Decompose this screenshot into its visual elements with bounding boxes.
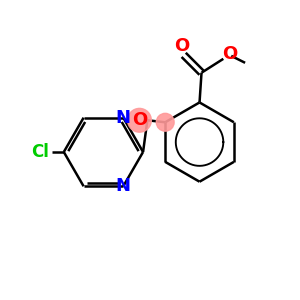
- Text: N: N: [116, 177, 131, 195]
- Text: O: O: [174, 37, 189, 55]
- Text: O: O: [222, 45, 237, 63]
- Circle shape: [128, 108, 151, 132]
- Text: Cl: Cl: [31, 143, 49, 161]
- Text: N: N: [116, 109, 131, 127]
- Text: O: O: [132, 111, 147, 129]
- Circle shape: [156, 113, 174, 131]
